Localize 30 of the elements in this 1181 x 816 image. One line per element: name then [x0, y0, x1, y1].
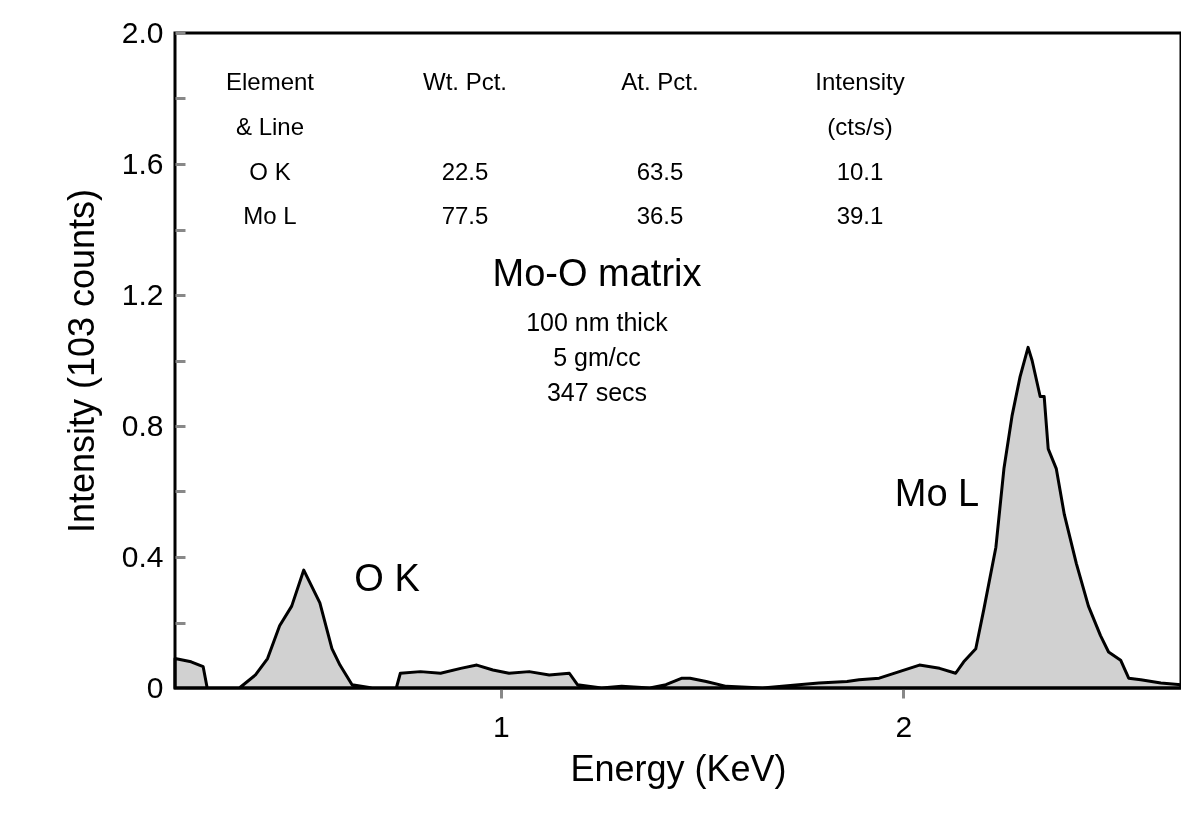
annotation: Mo L — [243, 202, 297, 229]
annotation: 347 secs — [546, 378, 648, 406]
annotation: Wt. Pct. — [423, 68, 507, 95]
annotation: Mo-O matrix — [492, 252, 702, 294]
annotation: 10.1 — [836, 158, 884, 185]
annotation: O K — [249, 158, 291, 185]
annotation: Element — [225, 68, 315, 95]
y-tick-label: 1.6 — [121, 146, 164, 180]
annotation: At. Pct. — [621, 68, 699, 95]
y-tick-label: 1.2 — [121, 277, 164, 311]
y-tick-label: 0.8 — [121, 408, 164, 442]
y-tick-label: 0.4 — [121, 539, 164, 573]
annotation: 22.5 — [441, 158, 489, 185]
annotation: 77.5 — [441, 202, 489, 229]
annotation: Intensity — [815, 68, 905, 95]
y-axis-title: Intensity (103 counts) — [60, 188, 102, 534]
annotation: 100 nm thick — [526, 308, 669, 336]
y-tick-label: 0 — [146, 670, 164, 704]
x-tick-label: 2 — [895, 709, 913, 743]
y-tick-label: 2.0 — [121, 15, 164, 49]
annotation: 63.5 — [636, 158, 684, 185]
annotation: O K — [354, 557, 420, 599]
x-axis-title: Energy (KeV) — [570, 747, 787, 789]
annotation: Mo L — [894, 472, 980, 514]
annotation: 5 gm/cc — [553, 343, 641, 371]
x-tick-label: 1 — [493, 709, 510, 743]
annotation: 39.1 — [836, 202, 884, 229]
annotation: (cts/s) — [827, 113, 893, 140]
annotation: & Line — [235, 113, 305, 140]
annotation: 36.5 — [636, 202, 684, 229]
